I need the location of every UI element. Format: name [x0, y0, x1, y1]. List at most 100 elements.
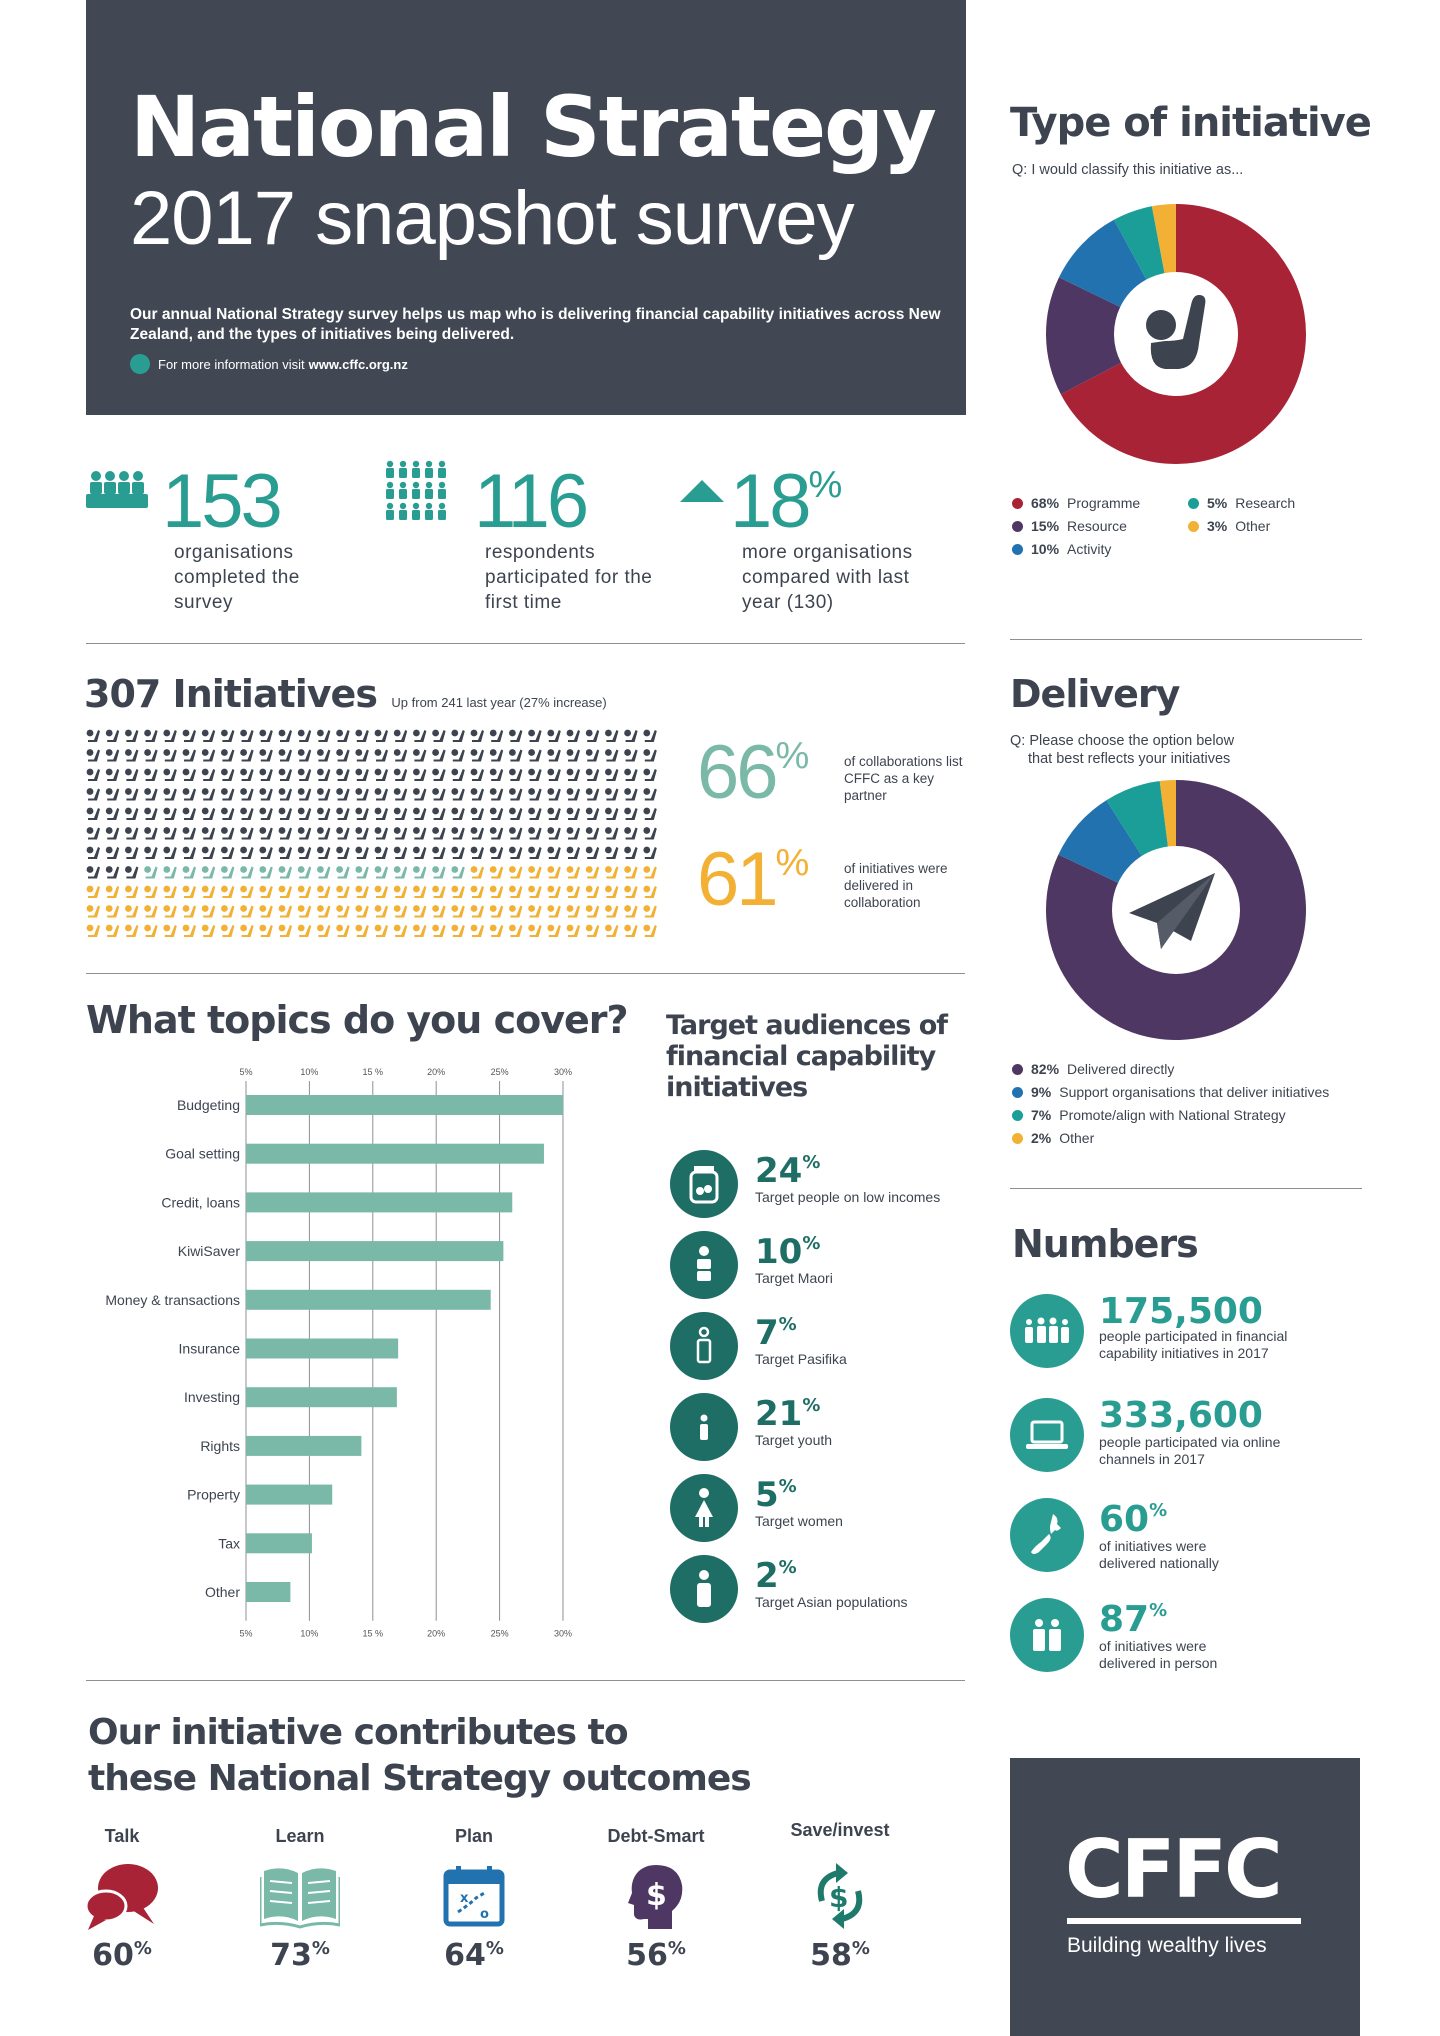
- page-title: National Strategy: [130, 78, 937, 176]
- initiative-mark: [489, 846, 504, 859]
- initiative-mark: [278, 768, 292, 781]
- initiative-mark: [509, 788, 523, 801]
- topics-chart: 5% 5% 10% 10% 15 % 15 % 20% 20% 25% 25% 30% 30% Budg…: [86, 1055, 606, 1655]
- initiative-mark: [643, 807, 657, 820]
- initiative-mark: [240, 885, 254, 898]
- initiative-mark: [297, 807, 312, 820]
- bar: [246, 1533, 312, 1554]
- initiative-mark: [393, 807, 408, 820]
- initiative-mark: [547, 749, 561, 762]
- initiative-mark: [355, 827, 369, 840]
- initiative-mark: [432, 729, 446, 742]
- bar: [246, 1241, 504, 1262]
- category-label: Budgeting: [177, 1097, 240, 1113]
- initiative-mark: [451, 807, 465, 820]
- initiative-mark: [240, 788, 254, 801]
- initiative-mark: [240, 729, 254, 742]
- initiative-mark: [317, 866, 331, 879]
- stat-respondents: 116 respondents participated for the fir…: [384, 460, 684, 620]
- initiative-mark: [566, 729, 580, 742]
- initiative-mark: [278, 846, 292, 859]
- initiative-mark: [163, 924, 177, 937]
- initiative-mark: [624, 788, 638, 801]
- initiative-mark: [547, 768, 561, 781]
- initiative-mark: [509, 749, 523, 762]
- initiatives-title: 307 Initiatives Up from 241 last year (2…: [84, 672, 607, 716]
- initiative-mark: [86, 788, 100, 801]
- category-label: Goal setting: [165, 1146, 240, 1162]
- speech-bubbles-icon: [52, 1856, 192, 1936]
- initiative-mark: [355, 788, 369, 801]
- initiative-mark: [413, 729, 427, 742]
- initiative-mark: [201, 827, 216, 840]
- initiative-mark: [86, 749, 100, 762]
- initiative-mark: [317, 729, 331, 742]
- initiative-mark: [643, 905, 657, 918]
- initiative-mark: [317, 885, 331, 898]
- initiative-mark: [336, 788, 350, 801]
- initiative-mark: [643, 866, 657, 879]
- initiative-mark: [393, 788, 408, 801]
- initiative-mark: [317, 768, 331, 781]
- initiative-mark: [182, 749, 196, 762]
- initiative-mark: [470, 905, 484, 918]
- initiative-mark: [624, 846, 638, 859]
- type-legend: 68% Programme 15% Resource 10% Activity 5% R…: [1012, 492, 1392, 564]
- page-subtitle: 2017 snapshot survey: [130, 176, 855, 261]
- initiative-mark: [432, 846, 446, 859]
- initiative-mark: [413, 768, 427, 781]
- initiative-mark: [585, 924, 600, 937]
- initiative-mark: [355, 729, 369, 742]
- initiative-mark: [259, 827, 273, 840]
- initiative-mark: [86, 885, 100, 898]
- initiative-mark: [336, 807, 350, 820]
- initiative-mark: [643, 846, 657, 859]
- tick-label: 25%: [491, 1067, 509, 1077]
- initiative-mark: [182, 924, 196, 937]
- initiative-mark: [374, 768, 388, 781]
- initiative-mark: [605, 846, 619, 859]
- pie-slice: [1060, 204, 1306, 464]
- initiative-mark: [221, 924, 235, 937]
- laptop-icon: [1010, 1398, 1084, 1472]
- initiative-mark: [624, 924, 638, 937]
- initiative-mark: [201, 885, 216, 898]
- initiative-mark: [489, 768, 504, 781]
- category-label: Money & transactions: [105, 1292, 240, 1308]
- logo-panel: CFFC Building wealthy lives: [1010, 1758, 1360, 2036]
- initiative-mark: [566, 827, 580, 840]
- two-people-icon: [1010, 1598, 1084, 1672]
- initiative-mark: [393, 827, 408, 840]
- initiative-mark: [509, 924, 523, 937]
- initiative-mark: [336, 749, 350, 762]
- initiative-mark: [125, 846, 139, 859]
- initiative-mark: [528, 924, 542, 937]
- initiative-mark: [470, 846, 484, 859]
- initiative-mark: [259, 749, 273, 762]
- organisations-icon: [86, 471, 148, 508]
- initiative-mark: [297, 905, 312, 918]
- initiative-mark: [105, 827, 120, 840]
- topics-title: What topics do you cover?: [86, 998, 629, 1042]
- initiative-mark: [182, 827, 196, 840]
- divider: [86, 643, 965, 644]
- initiative-mark: [470, 768, 484, 781]
- initiative-mark: [259, 905, 273, 918]
- initiative-mark: [336, 729, 350, 742]
- info-prefix: For more information visit: [158, 356, 305, 372]
- initiative-mark: [413, 788, 427, 801]
- initiative-mark: [393, 729, 408, 742]
- stat-text: more organisations compared with last ye…: [742, 542, 913, 613]
- initiative-mark: [528, 827, 542, 840]
- initiative-mark: [221, 866, 235, 879]
- initiative-mark: [489, 905, 504, 918]
- initiative-mark: [566, 749, 580, 762]
- initiative-mark: [432, 885, 446, 898]
- category-label: Tax: [218, 1535, 240, 1551]
- initiative-mark: [585, 827, 600, 840]
- initiative-mark: [585, 807, 600, 820]
- info-url[interactable]: www.cffc.org.nz: [308, 356, 408, 372]
- initiative-mark: [413, 827, 427, 840]
- initiative-mark: [317, 924, 331, 937]
- initiative-mark: [240, 807, 254, 820]
